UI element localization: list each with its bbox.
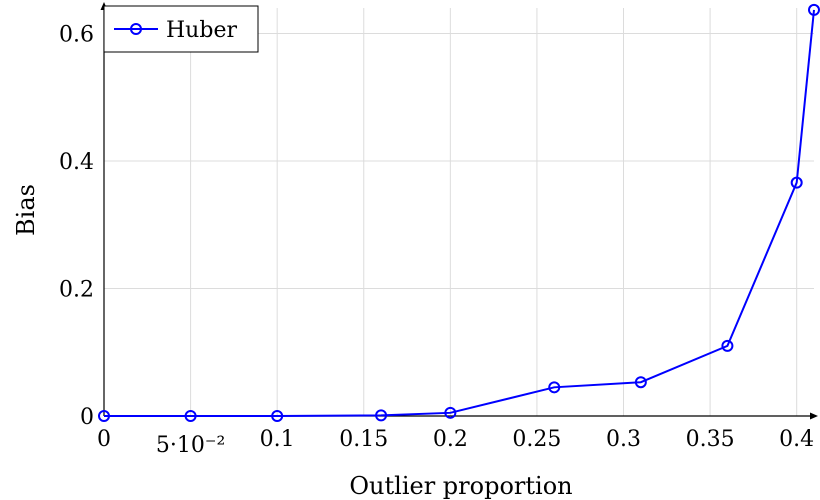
y-tick-label: 0.4 bbox=[59, 150, 94, 175]
legend-marker-sample bbox=[130, 23, 142, 35]
x-tick-label: 0.1 bbox=[260, 427, 295, 452]
data-point bbox=[98, 410, 110, 422]
x-tick-labels: 0 5·10⁻² 0.1 0.15 0.2 0.25 0.3 0.35 0.4 bbox=[97, 427, 814, 458]
x-tick-label: 0.15 bbox=[339, 427, 388, 452]
y-tick-labels: 0 0.2 0.4 0.6 bbox=[59, 23, 94, 431]
y-tick-label: 0 bbox=[80, 405, 94, 430]
y-axis-label: Bias bbox=[12, 184, 40, 236]
x-tick-label: 0.4 bbox=[779, 427, 814, 452]
data-point bbox=[634, 376, 647, 389]
x-tick-label: 0.35 bbox=[686, 427, 735, 452]
y-tick-label: 0.2 bbox=[59, 278, 94, 303]
legend-label-huber: Huber bbox=[166, 18, 237, 43]
data-point bbox=[271, 410, 284, 422]
data-point bbox=[548, 381, 561, 394]
x-tick-label: 0.3 bbox=[606, 427, 641, 452]
x-axis-arrow bbox=[810, 412, 818, 420]
data-point bbox=[721, 339, 734, 352]
data-point bbox=[808, 3, 820, 16]
y-tick-label: 0.6 bbox=[59, 23, 94, 48]
x-tick-label: 0.2 bbox=[433, 427, 468, 452]
series-line bbox=[104, 9, 815, 417]
data-point bbox=[790, 176, 803, 189]
x-tick-label: 5·10⁻² bbox=[156, 433, 225, 458]
series-huber bbox=[98, 3, 820, 422]
x-tick-label: 0 bbox=[97, 427, 111, 452]
x-tick-label: 0.25 bbox=[512, 427, 561, 452]
data-point bbox=[184, 410, 197, 422]
data-point bbox=[444, 406, 457, 419]
x-axis-label: Outlier proportion bbox=[349, 472, 572, 500]
legend: Huber bbox=[103, 5, 259, 53]
data-point bbox=[375, 409, 388, 422]
